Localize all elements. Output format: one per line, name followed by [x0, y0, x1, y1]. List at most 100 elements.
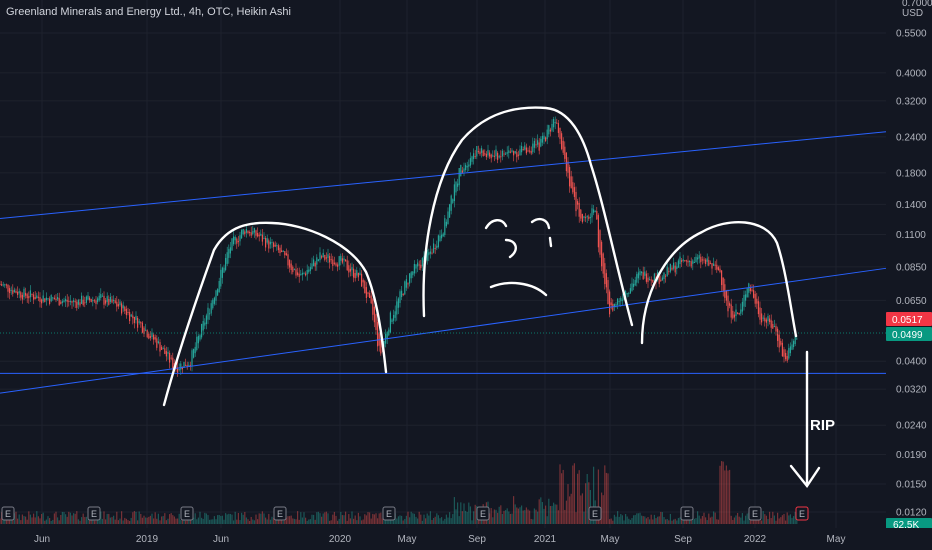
event-marker[interactable]: E — [795, 506, 809, 521]
candle-body — [745, 294, 747, 301]
candle-body — [685, 260, 687, 262]
candle-body — [58, 298, 60, 306]
volume-bar — [693, 518, 695, 524]
volume-bar — [49, 518, 51, 524]
candle-body — [599, 230, 601, 255]
event-marker[interactable]: E — [273, 506, 287, 521]
candle-body — [689, 261, 691, 263]
x-tick-label: Sep — [674, 534, 692, 545]
volume-bar — [61, 511, 63, 524]
candle-body — [426, 249, 428, 261]
volume-bar — [783, 513, 785, 524]
event-marker[interactable]: E — [476, 506, 490, 521]
candle-body — [700, 256, 702, 263]
candle-body — [714, 264, 716, 266]
volume-bar — [697, 511, 699, 524]
candle-body — [690, 261, 692, 267]
volume-bar — [431, 519, 433, 524]
event-marker[interactable]: E — [588, 506, 602, 521]
volume-bar — [689, 519, 691, 524]
volume-bar — [74, 513, 76, 524]
volume-bar — [425, 518, 427, 524]
candle-body — [13, 289, 15, 293]
volume-bar — [615, 516, 617, 524]
volume-bar — [493, 509, 495, 524]
candle-body — [719, 268, 721, 273]
candle-body — [57, 297, 59, 300]
volume-bar — [218, 514, 220, 524]
candle-body — [330, 259, 332, 261]
event-marker[interactable]: E — [1, 506, 15, 521]
volume-bar — [613, 514, 615, 524]
candle-body — [361, 273, 363, 287]
candle-body — [47, 298, 49, 300]
candle-body — [132, 315, 134, 319]
candle-body — [129, 312, 131, 322]
volume-bar — [132, 512, 134, 524]
y-tick-label: 0.3200 — [896, 96, 927, 107]
price-axis[interactable]: 0.5500 0.4000 0.3200 0.2400 0.1800 0.1400 0.11… — [886, 0, 932, 550]
volume-bar — [217, 515, 219, 524]
volume-bar — [380, 512, 382, 524]
event-marker-label: E — [592, 509, 598, 519]
candle-body — [450, 195, 452, 211]
volume-bar — [791, 517, 793, 524]
volume-bar — [196, 519, 198, 524]
candle-body — [113, 299, 115, 301]
candle-body — [73, 300, 75, 302]
trend-line[interactable] — [0, 267, 887, 394]
candle-body — [684, 260, 686, 262]
candle-body — [732, 310, 734, 319]
candle-body — [717, 267, 719, 271]
event-marker[interactable]: E — [382, 506, 396, 521]
candle-body — [420, 264, 422, 269]
volume-bar — [100, 511, 102, 524]
candle-body — [20, 292, 22, 298]
volume-bar — [434, 516, 436, 524]
candle-body — [468, 164, 470, 167]
candle-body — [479, 151, 481, 155]
candle-body — [447, 211, 449, 225]
candle-body — [45, 297, 47, 301]
volume-bar — [265, 517, 267, 524]
event-marker[interactable]: E — [680, 506, 694, 521]
candle-body — [295, 269, 297, 276]
volume-bar — [585, 483, 587, 524]
candle-body — [242, 228, 244, 235]
drawing-mouth — [489, 281, 548, 297]
volume-bar — [709, 517, 711, 524]
candle-body — [737, 312, 739, 314]
candle-body — [109, 296, 111, 302]
event-marker[interactable]: E — [748, 506, 762, 521]
time-axis[interactable]: Jun 2019 Jun 2020 May Sep 2021 May Sep 2022 May — [0, 528, 932, 550]
volume-bar — [282, 520, 284, 524]
candle-body — [671, 267, 673, 270]
volume-bar — [591, 520, 593, 524]
candle-body — [1, 284, 3, 286]
candle-body — [316, 257, 318, 265]
volume-bar — [412, 513, 414, 524]
volume-bar — [719, 465, 721, 524]
candle-body — [124, 306, 126, 311]
candle-body — [401, 290, 403, 298]
event-marker[interactable]: E — [180, 506, 194, 521]
volume-bar — [428, 515, 430, 524]
candle-body — [260, 233, 262, 236]
volume-bar — [777, 512, 779, 524]
candle-body — [703, 259, 705, 261]
event-marker-label: E — [5, 509, 11, 519]
y-tick-label: 0.0400 — [896, 357, 927, 368]
candle-body — [233, 236, 235, 245]
candle-body — [207, 307, 209, 320]
volume-bar — [20, 520, 22, 524]
candle-body — [756, 298, 758, 304]
volume-bar — [257, 519, 259, 524]
volume-bar — [183, 519, 185, 524]
candle-body — [225, 257, 227, 271]
event-marker[interactable]: E — [87, 506, 101, 521]
volume-bar — [551, 505, 553, 524]
volume-bar — [663, 517, 665, 524]
volume-bar — [420, 514, 422, 524]
volume-bar — [657, 516, 659, 524]
